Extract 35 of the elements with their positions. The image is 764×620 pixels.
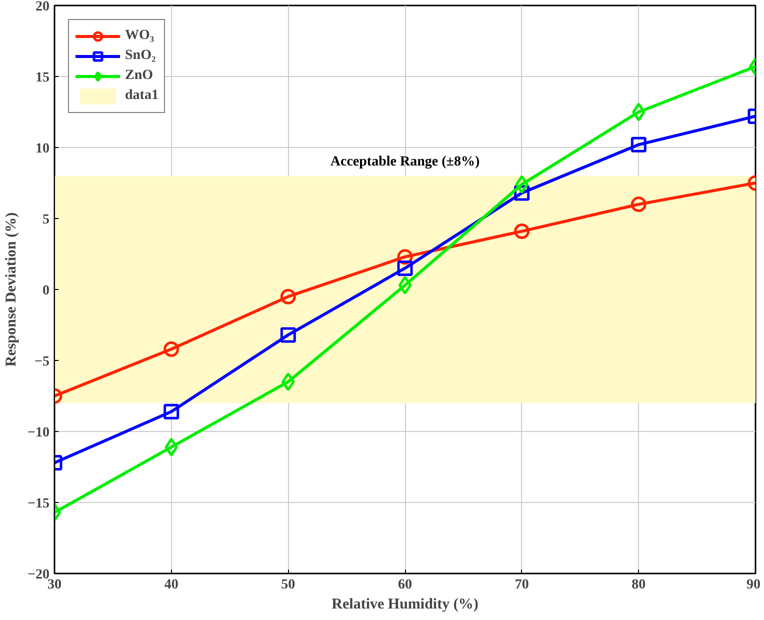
point [630, 196, 646, 212]
x-tick-label: 80 [632, 578, 646, 592]
legend-label: ZnO [125, 68, 154, 84]
point [632, 102, 646, 122]
y-tick-label: −5 [34, 354, 50, 370]
y-tick-label: 15 [36, 70, 50, 86]
point [398, 276, 412, 294]
y-tick-label: 5 [42, 212, 50, 228]
x-tick-label: 90 [746, 578, 760, 592]
point [282, 372, 295, 392]
point [280, 327, 296, 343]
x-tick-label: 40 [164, 578, 178, 592]
point [515, 175, 528, 194]
point [514, 224, 530, 240]
point [164, 438, 178, 456]
y-tick-label: −10 [28, 426, 50, 440]
x-tick-label: 60 [398, 578, 412, 592]
point [164, 341, 180, 357]
x-axis-title: Relative Humidity (%) [332, 596, 478, 612]
legend-label: SnO₂ [125, 48, 156, 64]
annotation: Acceptable Range (±8%) [330, 154, 480, 170]
point [630, 136, 646, 152]
y-axis-title: Response Deviation (%) [4, 212, 20, 367]
x-tick-label: 70 [514, 578, 529, 592]
legend-label: data1 [125, 88, 158, 104]
point [397, 260, 413, 276]
y-tick-label: −15 [28, 496, 50, 512]
point [280, 288, 296, 304]
point [164, 404, 180, 420]
y-tick-label: 20 [36, 0, 50, 14]
x-tick-label: 50 [281, 578, 296, 592]
y-tick-label: 10 [36, 142, 50, 156]
legend-label: WO₃ [125, 28, 154, 44]
y-tick-label: 0 [42, 284, 50, 298]
x-tick-label: 30 [48, 578, 62, 592]
